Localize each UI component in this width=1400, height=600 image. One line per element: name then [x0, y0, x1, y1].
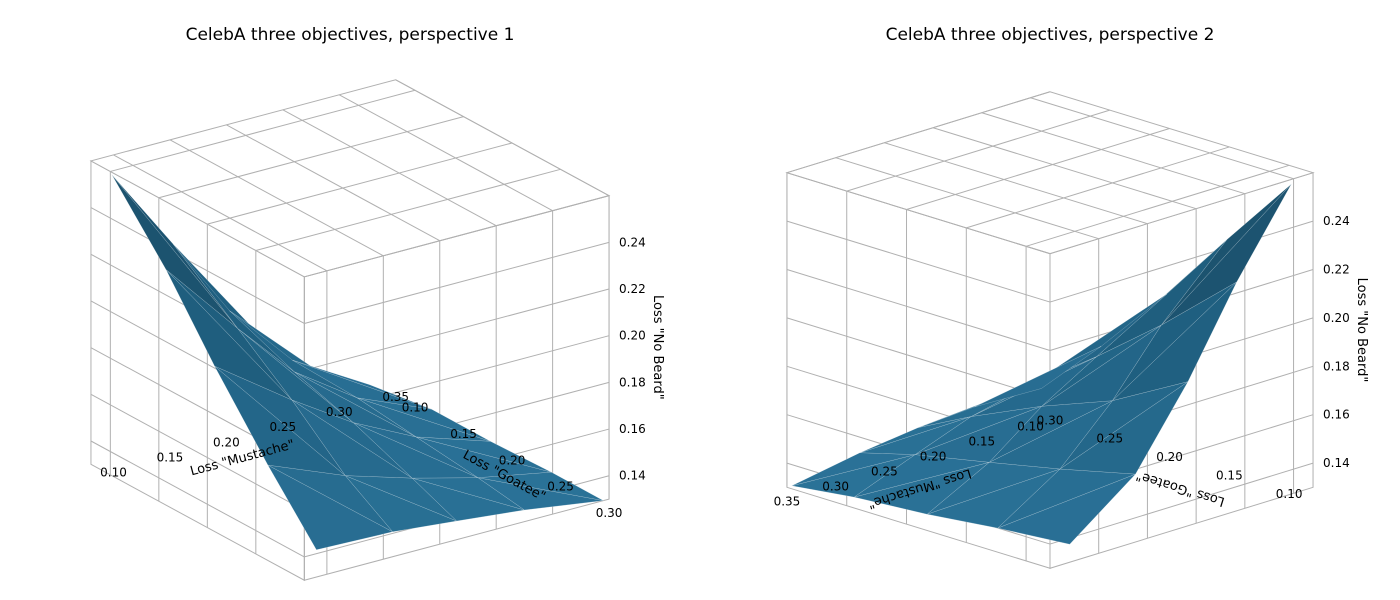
z-tick: 0.20: [619, 329, 646, 343]
x-tick: 0.20: [499, 453, 526, 467]
z-tick: 0.14: [1323, 456, 1350, 470]
x-tick: 0.15: [1216, 469, 1243, 483]
y-tick: 0.15: [157, 450, 184, 464]
x-tick: 0.15: [450, 427, 477, 441]
y-tick: 0.20: [920, 449, 947, 463]
y-tick: 0.35: [382, 390, 409, 404]
z-tick: 0.16: [619, 422, 646, 436]
z-tick: 0.24: [1323, 214, 1350, 228]
y-tick: 0.30: [822, 479, 849, 493]
z-tick: 0.14: [619, 469, 646, 483]
z-tick: 0.22: [1323, 262, 1350, 276]
z-axis-label: Loss "No Beard": [1354, 278, 1369, 383]
y-tick: 0.30: [326, 405, 353, 419]
z-axis-label: Loss "No Beard": [650, 295, 665, 400]
x-tick: 0.10: [1276, 487, 1303, 501]
z-tick: 0.24: [619, 235, 646, 249]
y-tick: 0.35: [774, 494, 801, 508]
subplot-perspective-2: CelebA three objectives, perspective 2 0…: [700, 0, 1400, 600]
y-tick: 0.10: [100, 465, 127, 479]
y-tick: 0.20: [213, 435, 240, 449]
y-tick: 0.25: [269, 420, 296, 434]
z-tick: 0.22: [619, 282, 646, 296]
x-tick: 0.25: [547, 480, 574, 494]
y-tick: 0.25: [871, 464, 898, 478]
z-tick: 0.18: [1323, 359, 1350, 373]
z-tick: 0.20: [1323, 311, 1350, 325]
y-tick: 0.10: [1017, 419, 1044, 433]
z-tick: 0.16: [1323, 408, 1350, 422]
y-tick: 0.15: [968, 434, 995, 448]
plot-1-svg: 0.100.150.200.250.30Loss "Goatee"0.100.1…: [0, 0, 700, 600]
x-tick: 0.25: [1096, 432, 1123, 446]
x-tick: 0.20: [1156, 450, 1183, 464]
subplot-perspective-1: CelebA three objectives, perspective 1 0…: [0, 0, 700, 600]
x-tick: 0.30: [596, 506, 623, 520]
z-tick: 0.18: [619, 375, 646, 389]
plot-2-svg: 0.100.150.200.250.30Loss "Goatee"0.100.1…: [700, 0, 1400, 600]
